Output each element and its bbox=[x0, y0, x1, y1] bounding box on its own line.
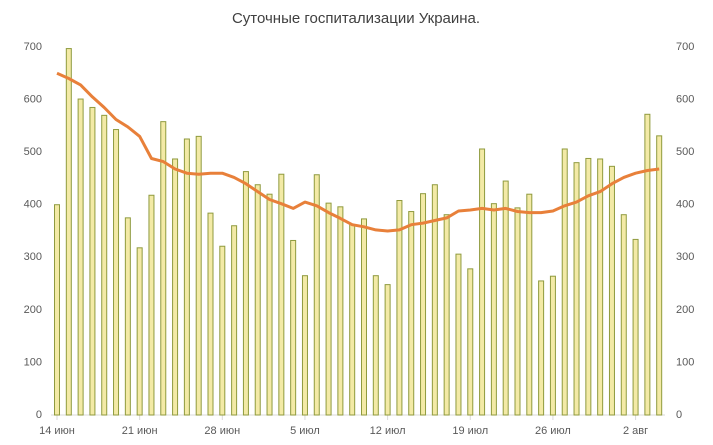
y-tick-label: 500 bbox=[24, 146, 42, 158]
y2-tick-label: 200 bbox=[676, 304, 694, 316]
bar bbox=[148, 194, 155, 416]
bar bbox=[65, 48, 72, 416]
x-tick-label: 5 июл bbox=[290, 425, 320, 437]
bar bbox=[408, 211, 415, 416]
bar bbox=[101, 114, 108, 416]
bar bbox=[231, 225, 238, 416]
bar bbox=[183, 138, 190, 416]
y2-tick-label: 300 bbox=[676, 251, 694, 263]
bar bbox=[632, 238, 639, 416]
bar bbox=[207, 212, 214, 416]
y-tick-label: 300 bbox=[24, 251, 42, 263]
y-tick-label: 0 bbox=[36, 409, 42, 421]
y2-tick-label: 500 bbox=[676, 146, 694, 158]
x-tick-label: 19 июл bbox=[452, 425, 488, 437]
bar bbox=[266, 193, 273, 416]
bar bbox=[313, 174, 320, 416]
y2-tick-label: 600 bbox=[676, 93, 694, 105]
y-tick-label: 400 bbox=[24, 199, 42, 211]
line bbox=[56, 71, 660, 233]
bar bbox=[337, 206, 344, 416]
bar bbox=[172, 158, 179, 416]
bar bbox=[349, 224, 356, 416]
y-tick-label: 600 bbox=[24, 93, 42, 105]
bar bbox=[89, 106, 96, 416]
x-tick-label: 28 июн bbox=[204, 425, 240, 437]
bar bbox=[502, 180, 509, 416]
bar bbox=[608, 165, 615, 416]
bar bbox=[77, 98, 84, 416]
bar bbox=[526, 193, 533, 416]
bar bbox=[420, 193, 427, 416]
bar bbox=[620, 214, 627, 416]
y-tick-label: 100 bbox=[24, 356, 42, 368]
bar bbox=[514, 207, 521, 416]
y-tick-label: 700 bbox=[24, 41, 42, 53]
bar bbox=[242, 171, 249, 416]
bar bbox=[136, 247, 143, 416]
bar bbox=[549, 275, 556, 416]
bar bbox=[160, 121, 167, 416]
bar bbox=[372, 275, 379, 416]
bar bbox=[396, 200, 403, 416]
y2-tick-label: 400 bbox=[676, 199, 694, 211]
bar bbox=[455, 253, 462, 416]
bar bbox=[561, 148, 568, 416]
y2-tick-label: 100 bbox=[676, 356, 694, 368]
x-tick-label: 2 авг bbox=[623, 425, 648, 437]
y2-tick-label: 0 bbox=[676, 409, 682, 421]
bar bbox=[443, 214, 450, 416]
bar bbox=[113, 129, 120, 416]
bar bbox=[573, 162, 580, 416]
bar bbox=[656, 135, 663, 416]
bar bbox=[479, 148, 486, 416]
bar bbox=[54, 204, 60, 416]
bar bbox=[467, 268, 474, 416]
x-tick-label: 12 июл bbox=[370, 425, 406, 437]
bar bbox=[585, 157, 592, 416]
bar bbox=[490, 203, 497, 416]
bar bbox=[597, 158, 604, 416]
bar bbox=[325, 202, 332, 416]
y-tick-label: 200 bbox=[24, 304, 42, 316]
bar bbox=[278, 173, 285, 416]
bar bbox=[290, 239, 297, 416]
x-tick-label: 14 июн bbox=[39, 425, 75, 437]
bar bbox=[301, 275, 308, 416]
chart-title: Суточные госпитализации Украина. bbox=[232, 10, 480, 27]
bar bbox=[124, 217, 131, 416]
x-tick-label: 21 июн bbox=[122, 425, 158, 437]
bar bbox=[361, 218, 367, 416]
bar bbox=[219, 245, 226, 416]
bar bbox=[254, 184, 261, 416]
x-tick-label: 26 июл bbox=[535, 425, 571, 437]
y2-tick-label: 700 bbox=[676, 41, 694, 53]
bar bbox=[538, 280, 545, 416]
bar bbox=[195, 135, 202, 416]
bar bbox=[431, 184, 438, 416]
bar bbox=[644, 113, 651, 416]
bar bbox=[384, 284, 391, 416]
